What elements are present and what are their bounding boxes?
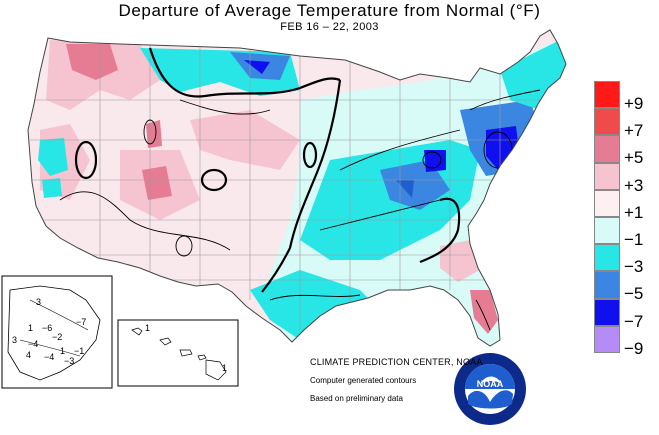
legend-label: −5 (624, 284, 644, 304)
legend-label: +1 (624, 202, 644, 222)
legend-label: −9 (624, 338, 644, 358)
map-subtitle: FEB 16 – 22, 2003 (280, 21, 379, 33)
hawaii-label: 1 (145, 323, 150, 333)
legend-item: −1 (594, 216, 659, 248)
legend-item: −7 (594, 298, 659, 330)
legend-swatch (594, 108, 620, 136)
legend-swatch (594, 81, 620, 109)
alaska-label: −2 (52, 332, 62, 342)
legend-item: −5 (594, 271, 659, 303)
alaska-label: −6 (42, 323, 52, 333)
hawaii-label: 1 (222, 363, 227, 373)
legend-swatch (594, 135, 620, 163)
legend-swatch (594, 216, 620, 245)
legend-swatch (594, 244, 620, 272)
credit-contours: Computer generated contours (310, 376, 417, 385)
legend-item: +9 (594, 81, 659, 113)
alaska-label: 1 (60, 346, 65, 356)
alaska-label: 4 (26, 350, 31, 360)
hawaii-inset: 1 1 (117, 319, 239, 387)
legend-item: +1 (594, 189, 659, 221)
map-title: Departure of Average Temperature from No… (118, 1, 541, 20)
noaa-logo: NOAA (454, 353, 526, 425)
legend-label: +5 (624, 148, 644, 168)
alaska-label: −1 (74, 346, 84, 356)
legend-swatch (594, 298, 620, 326)
color-legend: +9 +7 +5 +3 +1 −1 −3 −5 −7 −9 (594, 81, 659, 357)
legend-item: −3 (594, 244, 659, 276)
legend-item: +3 (594, 162, 659, 194)
legend-item: +5 (594, 135, 659, 167)
legend-swatch (594, 325, 620, 353)
legend-item: +7 (594, 108, 659, 140)
legend-label: +3 (624, 175, 644, 195)
credit-data: Based on preliminary data (310, 394, 403, 403)
legend-label: −1 (624, 229, 644, 249)
legend-label: −7 (624, 311, 644, 331)
credit-center: CLIMATE PREDICTION CENTER, NOAA (310, 357, 483, 367)
noaa-logo-text: NOAA (477, 379, 504, 389)
alaska-inset: 3 −7 1 −6 −2 3 −4 1 4 −4 −3 −1 (1, 275, 113, 389)
alaska-label: 1 (28, 323, 33, 333)
legend-label: −3 (624, 257, 644, 277)
alaska-label: −3 (64, 356, 74, 366)
legend-swatch (594, 271, 620, 299)
alaska-label: 3 (12, 335, 17, 345)
legend-item: −9 (594, 325, 659, 357)
alaska-label: −4 (28, 339, 38, 349)
legend-label: +9 (624, 94, 644, 113)
alaska-label: −4 (44, 352, 54, 362)
legend-label: +7 (624, 121, 644, 141)
alaska-label: −7 (76, 317, 86, 327)
legend-swatch (594, 189, 620, 217)
legend-swatch (594, 162, 620, 190)
alaska-label: 3 (36, 297, 41, 307)
